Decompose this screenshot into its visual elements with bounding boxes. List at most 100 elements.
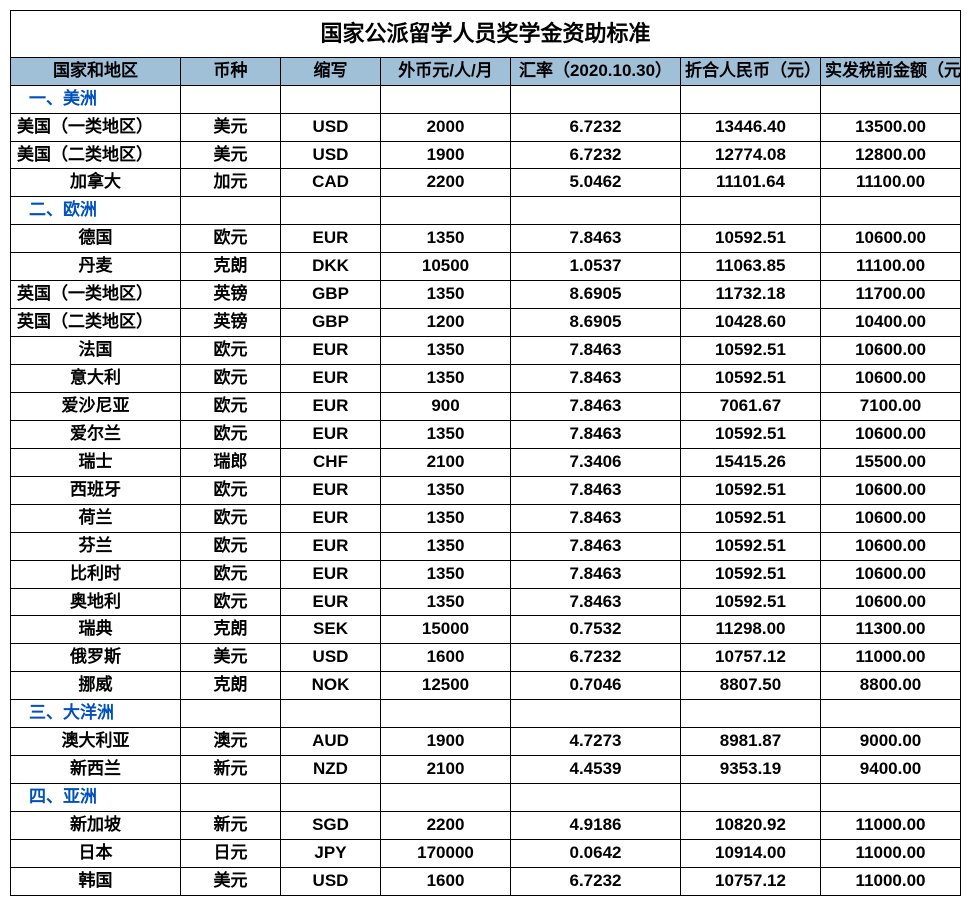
empty-cell xyxy=(181,85,281,113)
cell: 法国 xyxy=(11,337,181,365)
cell: 10600.00 xyxy=(821,588,961,616)
cell: EUR xyxy=(281,532,381,560)
cell: GBP xyxy=(281,281,381,309)
cell: 7100.00 xyxy=(821,392,961,420)
cell: 11732.18 xyxy=(681,281,821,309)
cell: 克朗 xyxy=(181,672,281,700)
empty-cell xyxy=(821,700,961,728)
cell: 7061.67 xyxy=(681,392,821,420)
cell: 11700.00 xyxy=(821,281,961,309)
cell: 10592.51 xyxy=(681,225,821,253)
cell: 6.7232 xyxy=(511,644,681,672)
section-row: 二、欧洲 xyxy=(11,197,961,225)
cell: JPY xyxy=(281,839,381,867)
cell: 英镑 xyxy=(181,281,281,309)
cell: 欧元 xyxy=(181,337,281,365)
cell: 15500.00 xyxy=(821,448,961,476)
cell: 10500 xyxy=(381,253,511,281)
cell: 7.8463 xyxy=(511,476,681,504)
cell: 10600.00 xyxy=(821,337,961,365)
empty-cell xyxy=(181,784,281,812)
table-body: 一、美洲美国（一类地区）美元USD20006.723213446.4013500… xyxy=(11,85,961,895)
empty-cell xyxy=(381,197,511,225)
cell: 10592.51 xyxy=(681,588,821,616)
table-row: 荷兰欧元EUR13507.846310592.5110600.00 xyxy=(11,504,961,532)
cell: 7.3406 xyxy=(511,448,681,476)
cell: 2100 xyxy=(381,756,511,784)
cell: EUR xyxy=(281,337,381,365)
cell: 美国（二类地区） xyxy=(11,141,181,169)
cell: 欧元 xyxy=(181,392,281,420)
cell: 荷兰 xyxy=(11,504,181,532)
cell: 10592.51 xyxy=(681,337,821,365)
cell: EUR xyxy=(281,504,381,532)
table-row: 挪威克朗NOK125000.70468807.508800.00 xyxy=(11,672,961,700)
section-label: 一、美洲 xyxy=(11,85,181,113)
cell: 170000 xyxy=(381,839,511,867)
table-row: 韩国美元USD16006.723210757.1211000.00 xyxy=(11,867,961,895)
cell: 10600.00 xyxy=(821,504,961,532)
empty-cell xyxy=(681,197,821,225)
cell: 10592.51 xyxy=(681,504,821,532)
table-row: 瑞士瑞郎CHF21007.340615415.2615500.00 xyxy=(11,448,961,476)
cell: NOK xyxy=(281,672,381,700)
cell: 1900 xyxy=(381,728,511,756)
empty-cell xyxy=(381,85,511,113)
cell: 12800.00 xyxy=(821,141,961,169)
cell: 克朗 xyxy=(181,616,281,644)
header-row: 国家和地区 币种 缩写 外币元/人/月 汇率（2020.10.30） 折合人民币… xyxy=(11,57,961,85)
scholarship-table: 国家公派留学人员奖学金资助标准 国家和地区 币种 缩写 外币元/人/月 汇率（2… xyxy=(10,10,961,896)
cell: 1350 xyxy=(381,281,511,309)
cell: 11300.00 xyxy=(821,616,961,644)
section-label: 四、亚洲 xyxy=(11,784,181,812)
cell: 10914.00 xyxy=(681,839,821,867)
table-row: 瑞典克朗SEK150000.753211298.0011300.00 xyxy=(11,616,961,644)
cell: 12774.08 xyxy=(681,141,821,169)
cell: SEK xyxy=(281,616,381,644)
cell: 11000.00 xyxy=(821,867,961,895)
cell: 挪威 xyxy=(11,672,181,700)
cell: 7.8463 xyxy=(511,588,681,616)
cell: 11000.00 xyxy=(821,812,961,840)
cell: 美元 xyxy=(181,141,281,169)
cell: 1600 xyxy=(381,644,511,672)
cell: 10757.12 xyxy=(681,644,821,672)
cell: 意大利 xyxy=(11,365,181,393)
cell: 4.7273 xyxy=(511,728,681,756)
table-row: 意大利欧元EUR13507.846310592.5110600.00 xyxy=(11,365,961,393)
empty-cell xyxy=(281,85,381,113)
cell: 8807.50 xyxy=(681,672,821,700)
table-row: 英国（一类地区）英镑GBP13508.690511732.1811700.00 xyxy=(11,281,961,309)
table-row: 日本日元JPY1700000.064210914.0011000.00 xyxy=(11,839,961,867)
table-row: 爱尔兰欧元EUR13507.846310592.5110600.00 xyxy=(11,420,961,448)
table-row: 丹麦克朗DKK105001.053711063.8511100.00 xyxy=(11,253,961,281)
cell: 10757.12 xyxy=(681,867,821,895)
cell: 丹麦 xyxy=(11,253,181,281)
cell: 13446.40 xyxy=(681,113,821,141)
section-label: 三、大洋洲 xyxy=(11,700,181,728)
cell: 美元 xyxy=(181,867,281,895)
cell: 10592.51 xyxy=(681,532,821,560)
cell: 瑞郎 xyxy=(181,448,281,476)
cell: 9000.00 xyxy=(821,728,961,756)
cell: 7.8463 xyxy=(511,337,681,365)
cell: USD xyxy=(281,644,381,672)
cell: 11000.00 xyxy=(821,839,961,867)
cell: DKK xyxy=(281,253,381,281)
col-amount: 外币元/人/月 xyxy=(381,57,511,85)
table-row: 澳大利亚澳元AUD19004.72738981.879000.00 xyxy=(11,728,961,756)
cell: 日元 xyxy=(181,839,281,867)
cell: CHF xyxy=(281,448,381,476)
cell: 2200 xyxy=(381,169,511,197)
cell: 10820.92 xyxy=(681,812,821,840)
cell: 0.7046 xyxy=(511,672,681,700)
cell: 加拿大 xyxy=(11,169,181,197)
cell: 10600.00 xyxy=(821,560,961,588)
cell: 瑞士 xyxy=(11,448,181,476)
cell: NZD xyxy=(281,756,381,784)
cell: 1.0537 xyxy=(511,253,681,281)
section-row: 三、大洋洲 xyxy=(11,700,961,728)
cell: EUR xyxy=(281,560,381,588)
cell: 10600.00 xyxy=(821,532,961,560)
cell: 爱沙尼亚 xyxy=(11,392,181,420)
